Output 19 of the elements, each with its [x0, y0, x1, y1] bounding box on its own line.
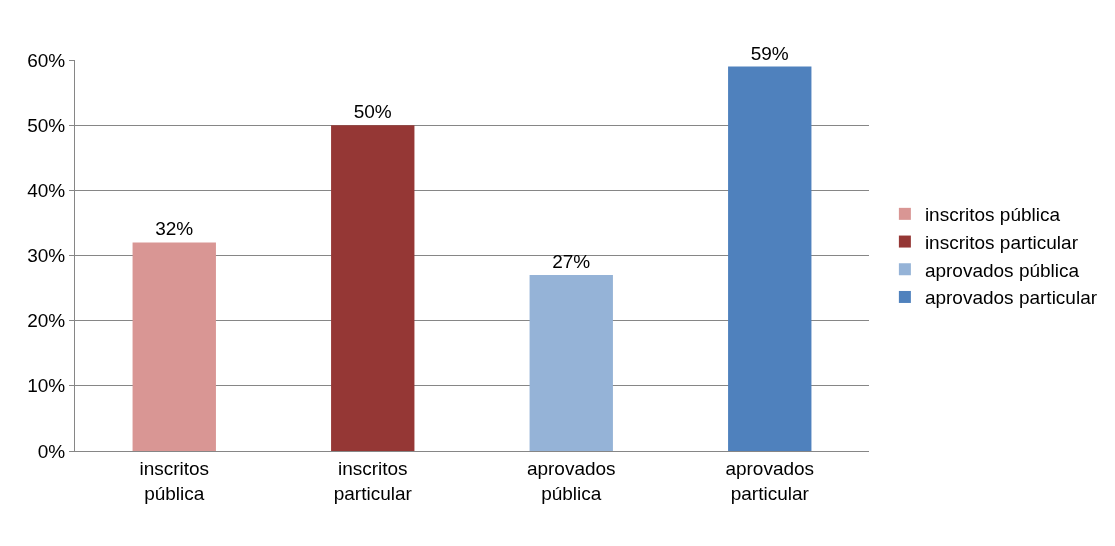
data-label: 59% — [750, 42, 789, 64]
data-label: 50% — [353, 101, 392, 123]
x-tick-label: inscritos particular — [333, 457, 413, 504]
x-tick-label: aprovados particular — [725, 457, 815, 504]
legend-label: aprovados pública — [924, 259, 1080, 281]
y-tick-label: 0% — [37, 440, 66, 462]
legend-label: aprovados particular — [924, 287, 1098, 309]
x-tick-label: inscritos pública — [139, 457, 210, 504]
legend-label: inscritos pública — [924, 204, 1061, 226]
data-label: 27% — [552, 251, 591, 273]
legend-label: inscritos particular — [924, 231, 1079, 253]
y-tick-label: 20% — [27, 310, 66, 332]
x-tick-label: aprovados pública — [526, 457, 616, 504]
y-tick-label: 40% — [27, 179, 66, 201]
y-tick-label: 30% — [27, 245, 66, 267]
y-tick-label: 10% — [27, 375, 66, 397]
y-tick-label: 50% — [27, 114, 66, 136]
y-tick-label: 60% — [27, 49, 66, 71]
data-label: 32% — [155, 218, 194, 240]
